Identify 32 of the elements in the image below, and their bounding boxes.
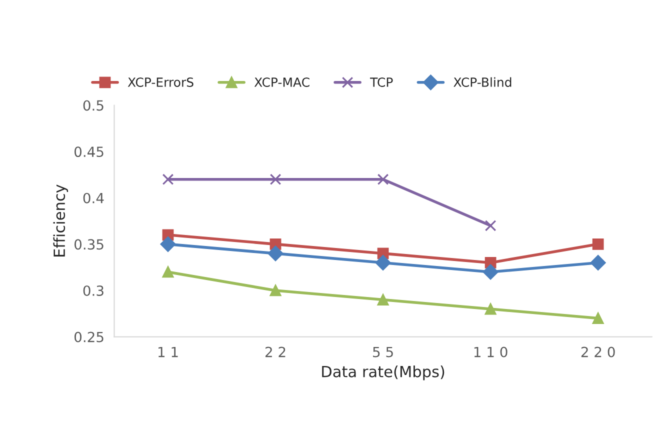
y-tick-label: 0.35: [74, 239, 104, 250]
x-tick-label: 2 2 0: [581, 346, 615, 358]
point: [162, 266, 174, 278]
point: [592, 238, 604, 250]
legend-label: TCP: [370, 77, 393, 87]
point: [592, 312, 604, 324]
y-tick-label: 0.3: [83, 285, 104, 296]
point: [270, 174, 282, 186]
x-tick-label: 1 1: [158, 346, 178, 358]
point: [484, 220, 496, 232]
legend-label: XCP-ErrorS: [128, 77, 194, 87]
point: [162, 174, 174, 186]
y-axis-title: Efficiency: [53, 184, 68, 256]
y-tick-label: 0.45: [74, 146, 104, 158]
x-tick-label: 5 5: [373, 346, 393, 358]
x-tick-label: 1 1 0: [474, 346, 508, 358]
point: [270, 284, 282, 296]
x-tick-label: 2 2: [265, 346, 286, 358]
y-tick-label: 0.5: [83, 100, 104, 111]
legend-label: XCP-MAC: [254, 77, 310, 87]
point: [377, 294, 389, 306]
y-tick-label: 0.25: [74, 332, 104, 342]
point: [484, 303, 496, 315]
point: [375, 254, 391, 270]
point: [160, 236, 176, 252]
point: [377, 174, 389, 186]
point: [268, 246, 284, 262]
point: [590, 254, 606, 270]
y-tick-label: 0.4: [83, 192, 104, 204]
point: [482, 264, 498, 280]
legend-label: XCP-Blind: [454, 77, 512, 87]
x-axis-title: Data rate(Mbps): [322, 366, 444, 380]
